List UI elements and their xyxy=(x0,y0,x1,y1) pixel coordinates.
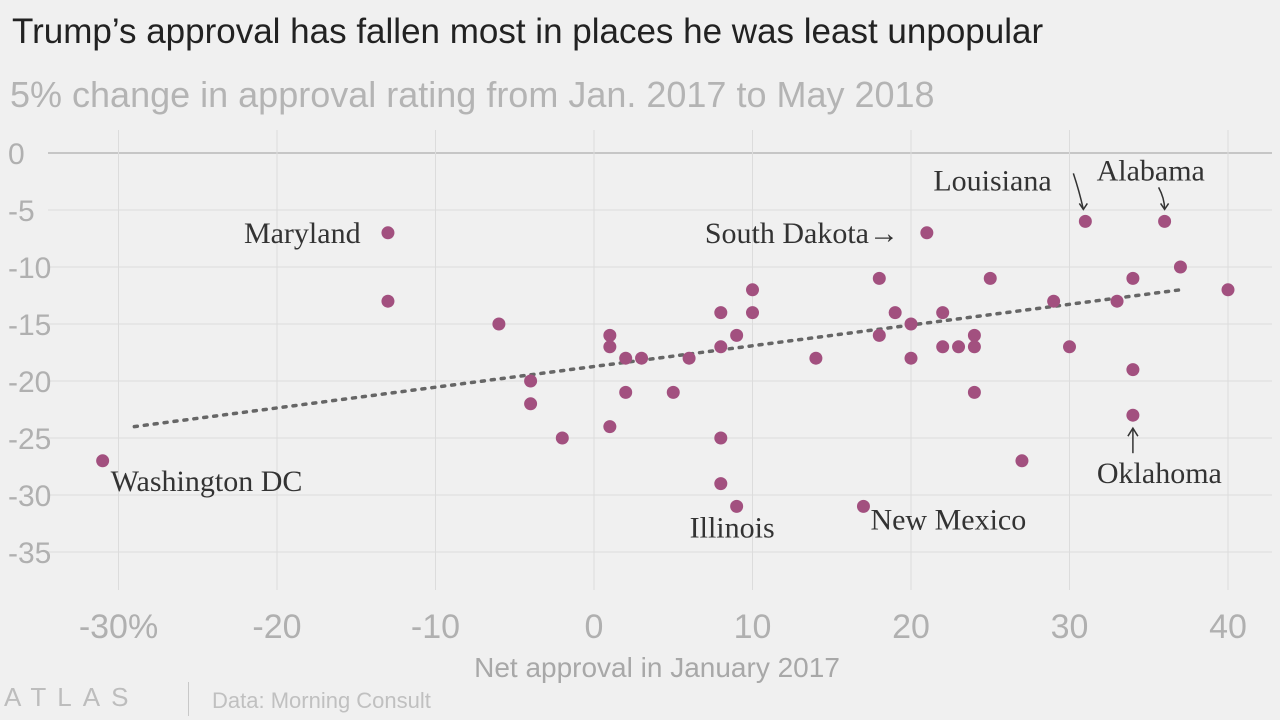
data-point xyxy=(936,306,950,320)
data-point xyxy=(714,340,728,354)
data-point xyxy=(952,340,966,354)
x-tick-label: -20 xyxy=(252,608,301,646)
footer-divider xyxy=(188,682,189,716)
footer: ATLAS Data: Morning Consult xyxy=(0,676,1280,716)
louisiana-arrow-head xyxy=(1078,202,1088,211)
data-point xyxy=(967,328,981,342)
data-point xyxy=(888,306,902,320)
data-point xyxy=(983,271,997,285)
data-point xyxy=(1110,294,1124,308)
louisiana-arrow xyxy=(1072,173,1085,210)
data-point xyxy=(524,374,538,388)
chart-subtitle: 5% change in approval rating from Jan. 2… xyxy=(10,74,935,115)
data-point xyxy=(872,328,886,342)
annotation-south-dakota: South Dakota→ xyxy=(705,217,899,250)
data-point xyxy=(555,431,569,445)
annotation-maryland: Maryland xyxy=(244,217,361,250)
data-point xyxy=(666,385,680,399)
x-tick-label: 40 xyxy=(1209,608,1247,646)
annotation-louisiana: Louisiana xyxy=(933,164,1051,197)
annotation-illinois: Illinois xyxy=(690,511,775,544)
y-tick-label: 0 xyxy=(8,138,25,171)
trend-line xyxy=(132,288,1183,429)
data-point xyxy=(714,477,728,491)
data-point xyxy=(904,351,918,365)
data-point xyxy=(1173,260,1187,274)
annotation-oklahoma: Oklahoma xyxy=(1097,457,1222,490)
annotation-new-mexico: New Mexico xyxy=(870,503,1026,536)
data-point xyxy=(381,226,395,240)
alabama-arrow-head xyxy=(1159,202,1170,211)
data-point xyxy=(746,306,759,320)
y-tick-label: -20 xyxy=(8,366,51,399)
x-tick-label: 30 xyxy=(1051,608,1089,646)
data-point xyxy=(1158,214,1172,228)
data-point xyxy=(492,317,506,331)
x-tick-label: 0 xyxy=(585,608,604,646)
data-point xyxy=(936,340,950,354)
data-point xyxy=(967,340,981,354)
y-tick-label: -35 xyxy=(8,537,51,570)
data-point xyxy=(1126,408,1140,422)
data-point xyxy=(1015,454,1029,468)
data-point xyxy=(1078,214,1092,228)
chart-title: Trump’s approval has fallen most in plac… xyxy=(12,12,1044,51)
data-point xyxy=(603,420,617,434)
data-point xyxy=(872,271,886,285)
data-source: Data: Morning Consult xyxy=(212,688,431,713)
y-tick-label: -25 xyxy=(8,423,51,456)
data-point xyxy=(1221,283,1235,297)
data-point xyxy=(904,317,918,331)
data-point xyxy=(714,306,728,320)
data-point xyxy=(809,351,823,365)
data-point xyxy=(746,283,759,297)
atlas-logo: ATLAS xyxy=(4,682,140,712)
annotation-washington-dc: Washington DC xyxy=(111,465,303,498)
x-tick-label: -10 xyxy=(411,608,460,646)
data-point xyxy=(1047,294,1061,308)
data-point xyxy=(603,328,617,342)
y-tick-label: -10 xyxy=(8,252,51,285)
alabama-arrow xyxy=(1157,187,1166,210)
data-point xyxy=(682,351,696,365)
data-point xyxy=(920,226,934,240)
data-point xyxy=(1126,271,1140,285)
data-point xyxy=(619,351,633,365)
data-point xyxy=(603,340,617,354)
data-point xyxy=(730,328,744,342)
data-point xyxy=(381,294,395,308)
data-point xyxy=(96,454,110,468)
y-tick-label: -15 xyxy=(8,309,51,342)
data-point xyxy=(635,351,649,365)
oklahoma-arrow-head xyxy=(1127,426,1139,437)
data-point xyxy=(856,499,870,513)
x-tick-label: 20 xyxy=(892,608,930,646)
y-tick-label: -30 xyxy=(8,480,51,513)
data-point xyxy=(714,431,728,445)
data-point xyxy=(619,385,633,399)
data-point xyxy=(524,397,538,411)
data-point xyxy=(1063,340,1076,354)
x-tick-label: 10 xyxy=(734,608,772,646)
y-tick-label: -5 xyxy=(8,195,35,228)
x-axis-label: Net approval in January 2017 xyxy=(474,652,840,683)
x-tick-label: -30% xyxy=(79,608,158,646)
data-point xyxy=(730,499,744,513)
data-point xyxy=(967,385,981,399)
annotation-alabama: Alabama xyxy=(1097,154,1205,187)
data-point xyxy=(1126,363,1140,377)
